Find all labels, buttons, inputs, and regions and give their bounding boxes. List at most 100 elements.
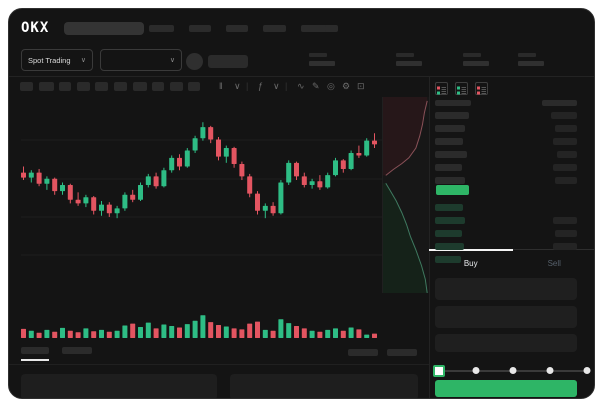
spot-trading-label: Spot Trading	[28, 55, 71, 65]
price-bar-placeholder	[435, 217, 465, 224]
panel-divider	[429, 76, 430, 398]
ticker-stat	[396, 53, 422, 67]
price-bar-placeholder	[435, 125, 465, 132]
amount-bar-placeholder	[555, 125, 577, 132]
timeframe-button[interactable]	[114, 82, 127, 91]
last-price-bar[interactable]	[436, 185, 469, 195]
slider-stop[interactable]	[472, 367, 480, 374]
bid-row[interactable]	[435, 243, 577, 250]
amount-bar-placeholder	[551, 112, 577, 119]
orderbook-price-header	[435, 100, 471, 106]
ask-row[interactable]	[435, 164, 577, 171]
price-bar-placeholder	[435, 177, 465, 184]
toolbar-divider: |	[246, 81, 249, 91]
search-input[interactable]	[64, 22, 144, 35]
stat-value-placeholder	[396, 61, 422, 66]
nav-item-placeholder[interactable]	[189, 25, 211, 32]
settings-icon[interactable]: ⚙	[342, 80, 351, 91]
pair-select-dropdown[interactable]: ∨	[100, 49, 182, 71]
price-bar-placeholder	[435, 204, 463, 211]
order-input-field[interactable]	[435, 306, 577, 328]
amount-bar-placeholder	[555, 230, 577, 237]
price-bar-placeholder	[435, 230, 462, 237]
line-tool-icon[interactable]: ∿	[297, 80, 305, 91]
buy-submit-button[interactable]	[435, 380, 577, 397]
toolbar-divider: |	[285, 81, 288, 91]
amount-bar-placeholder	[557, 151, 577, 158]
chevron-down-icon[interactable]: ∨	[273, 80, 280, 91]
bottom-action-placeholder[interactable]	[348, 349, 378, 356]
timeframe-button[interactable]	[95, 82, 109, 91]
order-input-field[interactable]	[435, 278, 577, 300]
price-bar-placeholder	[435, 112, 469, 119]
order-form-tabs: Buy Sell	[429, 249, 594, 276]
order-input-field[interactable]	[435, 334, 577, 352]
nav-item-placeholder[interactable]	[263, 25, 286, 32]
depth-chart	[383, 97, 428, 294]
bottom-divider	[9, 364, 429, 365]
nav-item-placeholder[interactable]	[301, 25, 326, 32]
ticker-stat	[463, 53, 489, 67]
ask-row[interactable]	[435, 151, 577, 158]
book-asks-icon[interactable]	[475, 82, 488, 95]
timeframe-button[interactable]	[188, 82, 201, 91]
ask-row[interactable]	[435, 125, 577, 132]
spot-trading-dropdown[interactable]: Spot Trading ∨	[21, 49, 93, 71]
okx-logo[interactable]: OKX	[21, 20, 50, 36]
ask-row[interactable]	[435, 138, 577, 145]
stat-label-placeholder	[309, 53, 327, 57]
amount-bar-placeholder	[553, 243, 577, 250]
bid-row[interactable]	[435, 256, 577, 263]
timeframe-button[interactable]	[76, 82, 90, 91]
price-bar-placeholder	[435, 151, 467, 158]
bottom-panel	[230, 374, 418, 398]
screenshot-icon[interactable]: ◎	[327, 80, 335, 91]
bid-row[interactable]	[435, 230, 577, 237]
amount-bar-placeholder	[553, 164, 577, 171]
slider-stop[interactable]	[509, 367, 517, 374]
app-window: OKX Spot Trading ∨ ∨	[8, 8, 595, 399]
nav-item-placeholder[interactable]	[149, 25, 174, 32]
bottom-tab[interactable]	[21, 347, 49, 354]
bid-row[interactable]	[435, 204, 577, 211]
nav-item-placeholder[interactable]	[226, 25, 248, 32]
tab-buy[interactable]: Buy	[429, 249, 513, 276]
book-both-icon[interactable]	[435, 82, 448, 95]
amount-slider[interactable]	[433, 364, 591, 377]
timeframe-button[interactable]	[59, 82, 72, 91]
chart-type-icon[interactable]: ‖	[219, 81, 223, 91]
chevron-down-icon[interactable]: ∨	[234, 80, 241, 91]
ask-row[interactable]	[435, 112, 577, 119]
amount-bar-placeholder	[553, 138, 577, 145]
amount-bar-placeholder	[553, 217, 577, 224]
timeframe-button[interactable]	[152, 82, 165, 91]
slider-stop[interactable]	[546, 367, 554, 374]
stat-value-placeholder	[463, 61, 489, 66]
ticker-stat	[309, 53, 335, 67]
bottom-tab[interactable]	[62, 347, 92, 354]
chevron-down-icon: ∨	[169, 57, 175, 64]
price-bar-placeholder	[435, 243, 464, 250]
ticker-stat	[518, 53, 544, 67]
ask-row[interactable]	[435, 177, 577, 184]
timeframe-button[interactable]	[38, 82, 54, 91]
slider-stop[interactable]	[583, 367, 591, 374]
slider-stop[interactable]	[433, 365, 445, 377]
draw-tool-icon[interactable]: ✎	[312, 80, 320, 91]
book-bids-icon[interactable]	[455, 82, 468, 95]
chevron-down-icon: ∨	[80, 57, 86, 64]
bid-row[interactable]	[435, 217, 577, 224]
timeframe-button[interactable]	[20, 82, 33, 91]
timeframe-button[interactable]	[169, 82, 183, 91]
fullscreen-icon[interactable]: ⊡	[357, 80, 365, 91]
orderbook-amount-header	[542, 100, 577, 106]
price-bar-placeholder	[435, 164, 462, 171]
timeframe-button[interactable]	[132, 82, 147, 91]
indicators-icon[interactable]: ƒ	[258, 81, 264, 91]
tab-sell[interactable]: Sell	[547, 259, 561, 268]
amount-bar-placeholder	[555, 177, 577, 184]
bottom-action-placeholder[interactable]	[387, 349, 417, 356]
stat-value-placeholder	[518, 61, 544, 66]
candlestick-chart[interactable]	[15, 107, 389, 347]
